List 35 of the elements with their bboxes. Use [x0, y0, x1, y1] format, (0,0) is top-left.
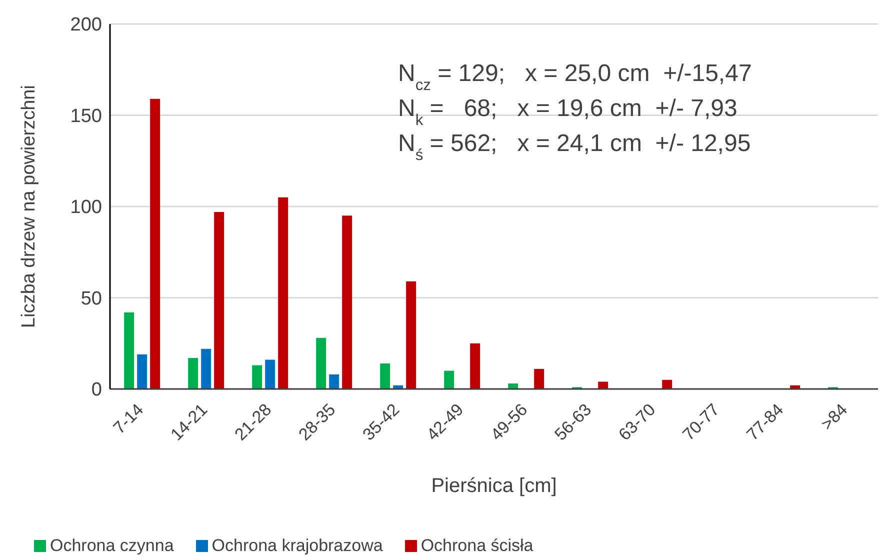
bar	[252, 365, 262, 389]
bar	[598, 382, 608, 389]
bar	[406, 281, 416, 389]
x-tick-label: >84	[817, 400, 852, 434]
bar	[329, 374, 340, 389]
x-tick-label: 7-14	[110, 400, 148, 438]
bar	[508, 384, 518, 389]
bar	[444, 370, 454, 389]
legend-label: Ochrona krajobrazowa	[212, 536, 383, 556]
bar	[278, 197, 288, 389]
bar	[534, 368, 544, 389]
x-axis-title: Pierśnica [cm]	[431, 475, 557, 497]
bar	[470, 343, 480, 389]
bar	[214, 212, 224, 389]
bar	[316, 338, 326, 389]
bar	[342, 216, 352, 389]
bar	[662, 380, 672, 389]
y-axis-title: Liczba drzew na powierzchni	[18, 85, 40, 328]
legend-label: Ochrona ścisła	[420, 536, 534, 556]
bar	[150, 98, 160, 389]
bar	[124, 312, 134, 389]
y-tick-label: 0	[91, 380, 102, 401]
bar	[188, 358, 198, 389]
bar	[265, 360, 276, 389]
bar	[201, 348, 212, 389]
bar	[380, 363, 390, 389]
y-tick-label: 200	[70, 14, 102, 36]
y-tick-label: 150	[70, 106, 102, 127]
legend-label: Ochrona czynna	[50, 536, 174, 556]
y-tick-label: 50	[80, 288, 102, 310]
annotation: N$_{cz}$ = 129; x = 25,0 cm +/-15,47	[398, 60, 752, 94]
y-tick-label: 100	[70, 197, 102, 218]
annotation: N$_{ś}$ = 562; x = 24,1 cm +/- 12,95	[398, 130, 751, 164]
bar	[137, 354, 148, 389]
annotation: N$_{k}$ = 68; x = 19,6 cm +/- 7,93	[398, 95, 738, 128]
